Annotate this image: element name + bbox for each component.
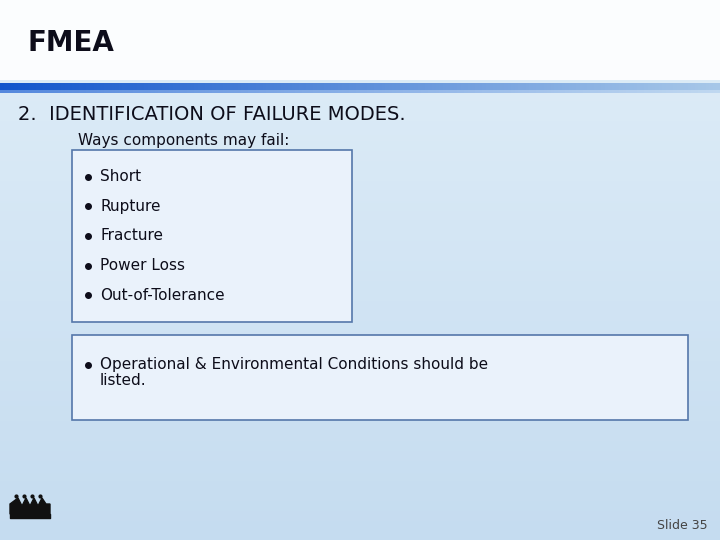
Text: Operational & Environmental Conditions should be: Operational & Environmental Conditions s… (100, 357, 488, 372)
Text: Short: Short (100, 170, 141, 184)
Text: Slide 35: Slide 35 (657, 519, 708, 532)
FancyBboxPatch shape (72, 335, 688, 420)
Text: Ways components may fail:: Ways components may fail: (78, 132, 289, 147)
Text: Rupture: Rupture (100, 199, 161, 214)
FancyBboxPatch shape (72, 150, 352, 322)
Text: listed.: listed. (100, 373, 147, 388)
Text: Power Loss: Power Loss (100, 258, 185, 273)
Text: Fracture: Fracture (100, 228, 163, 244)
Text: Out-of-Tolerance: Out-of-Tolerance (100, 288, 225, 303)
Text: 2.  IDENTIFICATION OF FAILURE MODES.: 2. IDENTIFICATION OF FAILURE MODES. (18, 105, 405, 125)
Text: FMEA: FMEA (28, 29, 115, 57)
Polygon shape (10, 498, 50, 514)
